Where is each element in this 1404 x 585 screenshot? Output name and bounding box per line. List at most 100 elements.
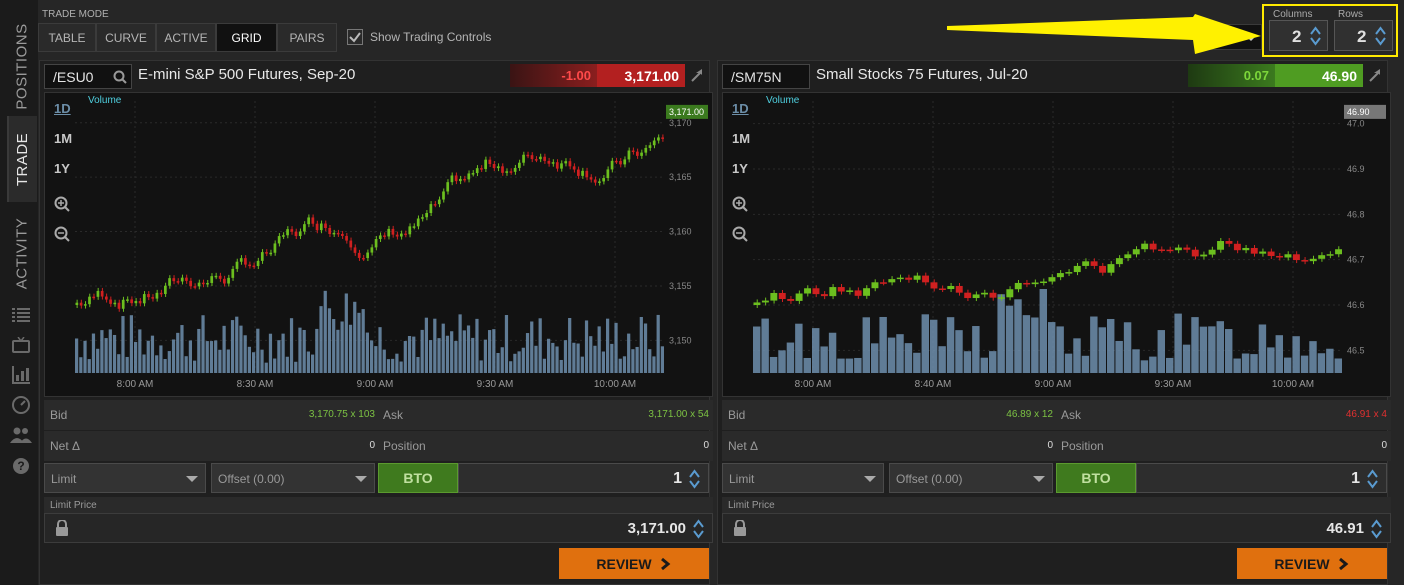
symbol-input[interactable]: /SM75N bbox=[722, 64, 810, 89]
tab-positions[interactable]: POSITIONS bbox=[7, 22, 37, 110]
mode-grid-button[interactable]: GRID bbox=[216, 23, 277, 52]
review-button[interactable]: REVIEW bbox=[559, 548, 709, 579]
lock-icon[interactable] bbox=[733, 520, 747, 536]
offset-select[interactable]: Offset (0.00) bbox=[211, 463, 375, 493]
candle-body bbox=[484, 159, 487, 169]
stepper-arrows-icon[interactable] bbox=[1310, 26, 1321, 46]
tab-activity[interactable]: ACTIVITY bbox=[7, 208, 37, 298]
quantity-stepper[interactable]: 1 bbox=[1136, 463, 1387, 493]
volume-bar bbox=[327, 308, 332, 373]
candle-body bbox=[459, 178, 462, 182]
price-chart[interactable]: 1D 1M 1Y 3,170 3,165 3,160 3,155 3,150 8:00 A… bbox=[44, 92, 713, 397]
timeframe-1m[interactable]: 1M bbox=[54, 131, 73, 146]
ask-value[interactable]: 46.91 x 4 bbox=[1345, 409, 1387, 420]
zoom-out-icon[interactable] bbox=[732, 226, 748, 242]
popout-arrow-icon[interactable] bbox=[1368, 69, 1382, 83]
volume-bar bbox=[1199, 326, 1208, 373]
candle-body bbox=[795, 293, 803, 301]
mode-curve-button[interactable]: CURVE bbox=[96, 23, 156, 52]
rows-stepper[interactable]: 2 bbox=[1334, 20, 1393, 51]
candle-body bbox=[1166, 249, 1174, 252]
show-trading-controls-checkbox[interactable] bbox=[347, 29, 363, 45]
stepper-arrows-icon[interactable] bbox=[1375, 26, 1386, 46]
review-label: REVIEW bbox=[1274, 555, 1330, 572]
mode-pairs-button[interactable]: PAIRS bbox=[277, 23, 337, 52]
popout-arrow-icon[interactable] bbox=[690, 69, 704, 83]
candle-body bbox=[577, 169, 580, 176]
timeframe-1y[interactable]: 1Y bbox=[54, 161, 70, 176]
candle-body bbox=[96, 290, 100, 297]
people-icon[interactable] bbox=[10, 426, 32, 444]
candle-body bbox=[345, 235, 348, 241]
lock-icon[interactable] bbox=[55, 520, 69, 536]
candle-body bbox=[812, 288, 820, 295]
volume-bar bbox=[601, 351, 605, 373]
order-type-select[interactable]: Limit bbox=[722, 463, 884, 493]
timeframe-1y[interactable]: 1Y bbox=[732, 161, 748, 176]
volume-bar bbox=[450, 331, 454, 373]
zoom-in-icon[interactable] bbox=[54, 196, 70, 212]
limit-price-field[interactable]: 46.91 bbox=[722, 513, 1391, 543]
ask-value[interactable]: 3,171.00 x 54 bbox=[648, 409, 709, 420]
volume-bar bbox=[96, 348, 100, 373]
position-label: Position bbox=[1061, 439, 1104, 453]
search-icon[interactable] bbox=[113, 70, 127, 84]
candle-body bbox=[105, 296, 108, 300]
candle-body bbox=[505, 171, 509, 173]
volume-bar bbox=[837, 358, 845, 373]
quantity-stepper[interactable]: 1 bbox=[458, 463, 709, 493]
volume-bar bbox=[614, 322, 618, 373]
dashboard-icon[interactable] bbox=[10, 396, 32, 414]
bar-chart-icon[interactable] bbox=[10, 366, 32, 384]
help-icon[interactable]: ? bbox=[10, 457, 32, 475]
candle-body bbox=[593, 179, 597, 183]
timeframe-1m[interactable]: 1M bbox=[732, 131, 751, 146]
candle-body bbox=[619, 160, 622, 165]
candle-body bbox=[134, 301, 138, 304]
candle-body bbox=[176, 281, 180, 283]
tv-icon[interactable] bbox=[10, 336, 32, 354]
stepper-arrows-icon[interactable] bbox=[1371, 518, 1382, 540]
stepper-arrows-icon[interactable] bbox=[689, 468, 700, 490]
volume-bar bbox=[1098, 327, 1106, 373]
volume-bar bbox=[946, 317, 955, 373]
volume-bar bbox=[1326, 348, 1334, 373]
volume-bar bbox=[525, 333, 530, 373]
ask-label: Ask bbox=[1061, 408, 1082, 422]
columns-stepper[interactable]: 2 bbox=[1269, 20, 1328, 51]
tab-trade[interactable]: TRADE bbox=[7, 116, 37, 202]
candlestick-chart: 3,170 3,165 3,160 3,155 3,150 8:00 AM 8:30 AM 9… bbox=[75, 101, 708, 390]
symbol-input[interactable]: /ESU0 bbox=[44, 64, 132, 89]
price-chart[interactable]: 1D 1M 1Y 47.0 46.9 46.8 46.7 46.6 46.5 8:00 AM… bbox=[722, 92, 1391, 397]
list-icon[interactable] bbox=[10, 306, 32, 324]
limit-price-field[interactable]: 3,171.00 bbox=[44, 513, 713, 543]
order-type-select[interactable]: Limit bbox=[44, 463, 206, 493]
timeframe-1d[interactable]: 1D bbox=[54, 101, 71, 116]
candle-body bbox=[602, 178, 605, 182]
mode-active-button[interactable]: ACTIVE bbox=[156, 23, 216, 52]
candle-body bbox=[1107, 264, 1115, 273]
candle-body bbox=[555, 162, 559, 169]
candle-body bbox=[370, 247, 374, 253]
bid-value[interactable]: 46.89 x 12 bbox=[1006, 409, 1053, 420]
side-bto-button[interactable]: BTO bbox=[1056, 463, 1136, 493]
review-button[interactable]: REVIEW bbox=[1237, 548, 1387, 579]
volume-bar bbox=[1166, 357, 1174, 373]
volume-bar bbox=[597, 326, 601, 373]
timeframe-1d[interactable]: 1D bbox=[732, 101, 749, 116]
volume-bar bbox=[235, 316, 239, 373]
zoom-in-icon[interactable] bbox=[732, 196, 748, 212]
zoom-out-icon[interactable] bbox=[54, 226, 70, 242]
bid-value[interactable]: 3,170.75 x 103 bbox=[308, 409, 375, 420]
side-bto-button[interactable]: BTO bbox=[378, 463, 458, 493]
candle-body bbox=[286, 229, 289, 236]
stepper-arrows-icon[interactable] bbox=[693, 518, 704, 540]
stepper-arrows-icon[interactable] bbox=[1367, 468, 1378, 490]
offset-select[interactable]: Offset (0.00) bbox=[889, 463, 1053, 493]
mode-table-button[interactable]: TABLE bbox=[38, 23, 96, 52]
volume-bar bbox=[256, 328, 260, 373]
last-price-badge: 3,171.00 bbox=[597, 64, 685, 87]
volume-bar bbox=[509, 361, 513, 373]
volume-bar bbox=[395, 353, 399, 373]
volume-bar bbox=[580, 356, 584, 373]
